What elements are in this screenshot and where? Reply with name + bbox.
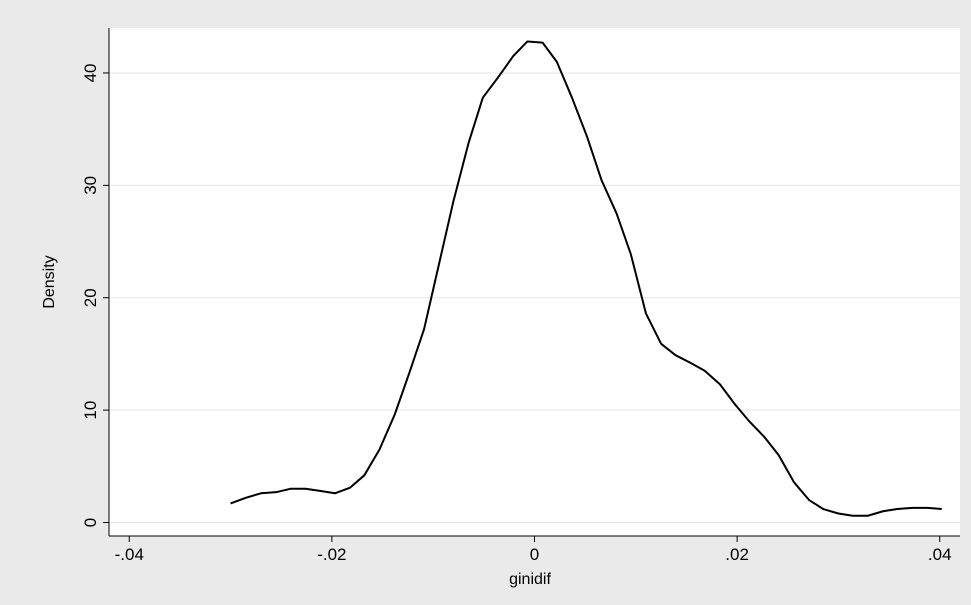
y-tick-label: 0 [81,518,100,527]
density-line [230,40,942,517]
x-tick-label: -.02 [317,545,346,564]
grid-lines [109,72,960,524]
y-tick-label: 30 [81,176,100,195]
x-axis-title: ginidif [509,571,551,588]
x-tick-label: 0 [530,545,539,564]
x-tick-label: .02 [725,545,749,564]
y-tick-label: 20 [81,288,100,307]
y-axis-title: Density [41,255,58,308]
x-ticks: -.04 -.02 0 .02 .04 [115,536,952,564]
x-tick-label: -.04 [115,545,144,564]
plot-area [109,28,960,536]
y-ticks: 0 10 20 30 40 [81,63,109,527]
y-tick-label: 40 [81,63,100,82]
y-tick-label: 10 [81,401,100,420]
x-tick-label: .04 [928,545,952,564]
